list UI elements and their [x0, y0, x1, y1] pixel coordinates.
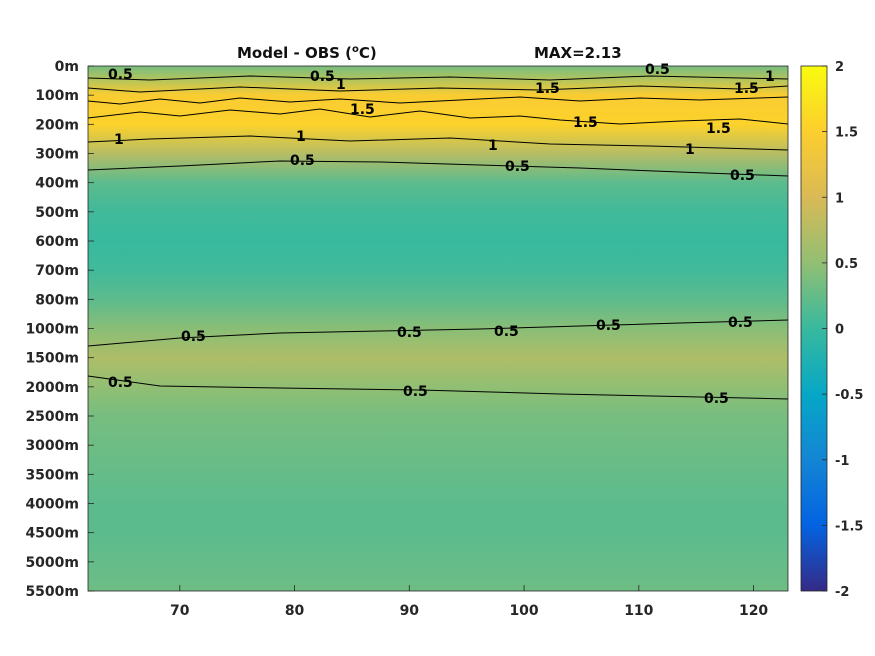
contour-label: 1	[296, 129, 306, 145]
plot-area: 0.5 0.5 0.5 1 1 1.5 1.5 1.5 1.5 1.5 1 1 …	[87, 62, 789, 592]
contour-0p5-thermocline	[87, 160, 789, 177]
colorbar-tick-label: -2	[835, 585, 849, 600]
y-axis: 0m 100m 200m 300m 400m 500m 600m 700m 800m 1000m 1…	[25, 59, 94, 600]
x-tick-label: 120	[739, 603, 768, 619]
y-tick-label: 500m	[35, 205, 79, 221]
title-unit: C)	[359, 44, 377, 62]
x-axis: 70 80 90 100 110 120	[170, 585, 768, 619]
title-superscript: o	[352, 44, 359, 55]
contour-label: 1	[685, 142, 695, 158]
colorbar-tick-label: -0.5	[835, 388, 863, 403]
colorbar-ticks: 2 1.5 1 0.5 0 -0.5 -1 -1.5 -2	[822, 60, 863, 600]
y-tick-label: 300m	[35, 147, 79, 163]
contour-label: 0.5	[730, 168, 755, 184]
y-tick-label: 4500m	[25, 526, 79, 542]
y-tick-label: 2000m	[25, 380, 79, 396]
contour-label: 1	[336, 77, 346, 93]
y-tick-label: 5000m	[25, 555, 79, 571]
colorbar-tick-label: 0.5	[835, 257, 858, 272]
y-tick-label: 2500m	[25, 409, 79, 425]
contour-label: 0.5	[397, 325, 422, 341]
contour-1-upper	[87, 85, 789, 93]
y-tick-label: 400m	[35, 176, 79, 192]
contour-label: 0.5	[728, 315, 753, 331]
contour-label: 0.5	[596, 318, 621, 334]
x-tick-label: 70	[170, 603, 190, 619]
max-label: MAX=2.13	[534, 44, 622, 62]
contour-label: 0.5	[108, 375, 133, 391]
contour-label: 0.5	[108, 67, 133, 83]
contour-0p5-deep	[87, 375, 789, 400]
contour-lines	[87, 75, 789, 400]
y-tick-label: 700m	[35, 263, 79, 279]
colorbar-tick-label: 2	[835, 60, 844, 75]
colorbar-tick-label: -1	[835, 454, 849, 469]
colorbar-tick-label: -1.5	[835, 519, 863, 534]
contour-label: 0.5	[494, 324, 519, 340]
y-tick-label: 200m	[35, 117, 79, 133]
heatmap-field	[88, 66, 788, 591]
y-tick-label: 4000m	[25, 497, 79, 513]
colorbar-tick-label: 0	[835, 323, 844, 338]
contour-label: 0.5	[403, 384, 428, 400]
y-tick-label: 1000m	[25, 322, 79, 338]
contour-label: 1.5	[535, 81, 560, 97]
contour-label: 1.5	[706, 121, 731, 137]
x-tick-label: 80	[285, 603, 305, 619]
contour-label: 1	[765, 69, 775, 85]
contour-0p5-intermediate	[87, 319, 789, 347]
contour-label: 0.5	[310, 69, 335, 85]
colorbar-tick-label: 1	[835, 191, 844, 206]
contour-label: 0.5	[181, 329, 206, 345]
y-tick-label: 100m	[35, 88, 79, 104]
contour-label: 1	[114, 132, 124, 148]
contour-labels: 0.5 0.5 0.5 1 1 1.5 1.5 1.5 1.5 1.5 1 1 …	[108, 62, 775, 407]
x-tick-label: 110	[624, 603, 653, 619]
contour-label: 1.5	[350, 102, 375, 118]
contour-label: 1.5	[573, 115, 598, 131]
contour-1p5-upper	[87, 96, 789, 105]
x-tick-label: 90	[400, 603, 420, 619]
contour-label: 1.5	[734, 81, 759, 97]
y-tick-label: 1500m	[25, 351, 79, 367]
y-tick-label: 3000m	[25, 438, 79, 454]
contour-0p5-surface	[87, 75, 789, 81]
contour-label: 1	[488, 138, 498, 154]
y-tick-label: 3500m	[25, 467, 79, 483]
colorbar: 2 1.5 1 0.5 0 -0.5 -1 -1.5 -2	[800, 60, 863, 600]
y-tick-label: 800m	[35, 292, 79, 308]
contour-1p5-lower	[87, 108, 789, 125]
y-tick-label: 0m	[55, 59, 79, 75]
contour-label: 0.5	[704, 391, 729, 407]
chart-title: Model - OBS (oC)	[237, 44, 377, 62]
contour-label: 0.5	[290, 153, 315, 169]
contour-label: 0.5	[505, 159, 530, 175]
title-text: Model - OBS (	[237, 44, 352, 62]
contour-1-lower	[87, 135, 789, 151]
y-tick-label: 600m	[35, 234, 79, 250]
colorbar-tick-label: 1.5	[835, 126, 858, 141]
contour-label: 0.5	[645, 62, 670, 78]
x-tick-label: 100	[509, 603, 538, 619]
y-tick-label: 5500m	[25, 584, 79, 600]
